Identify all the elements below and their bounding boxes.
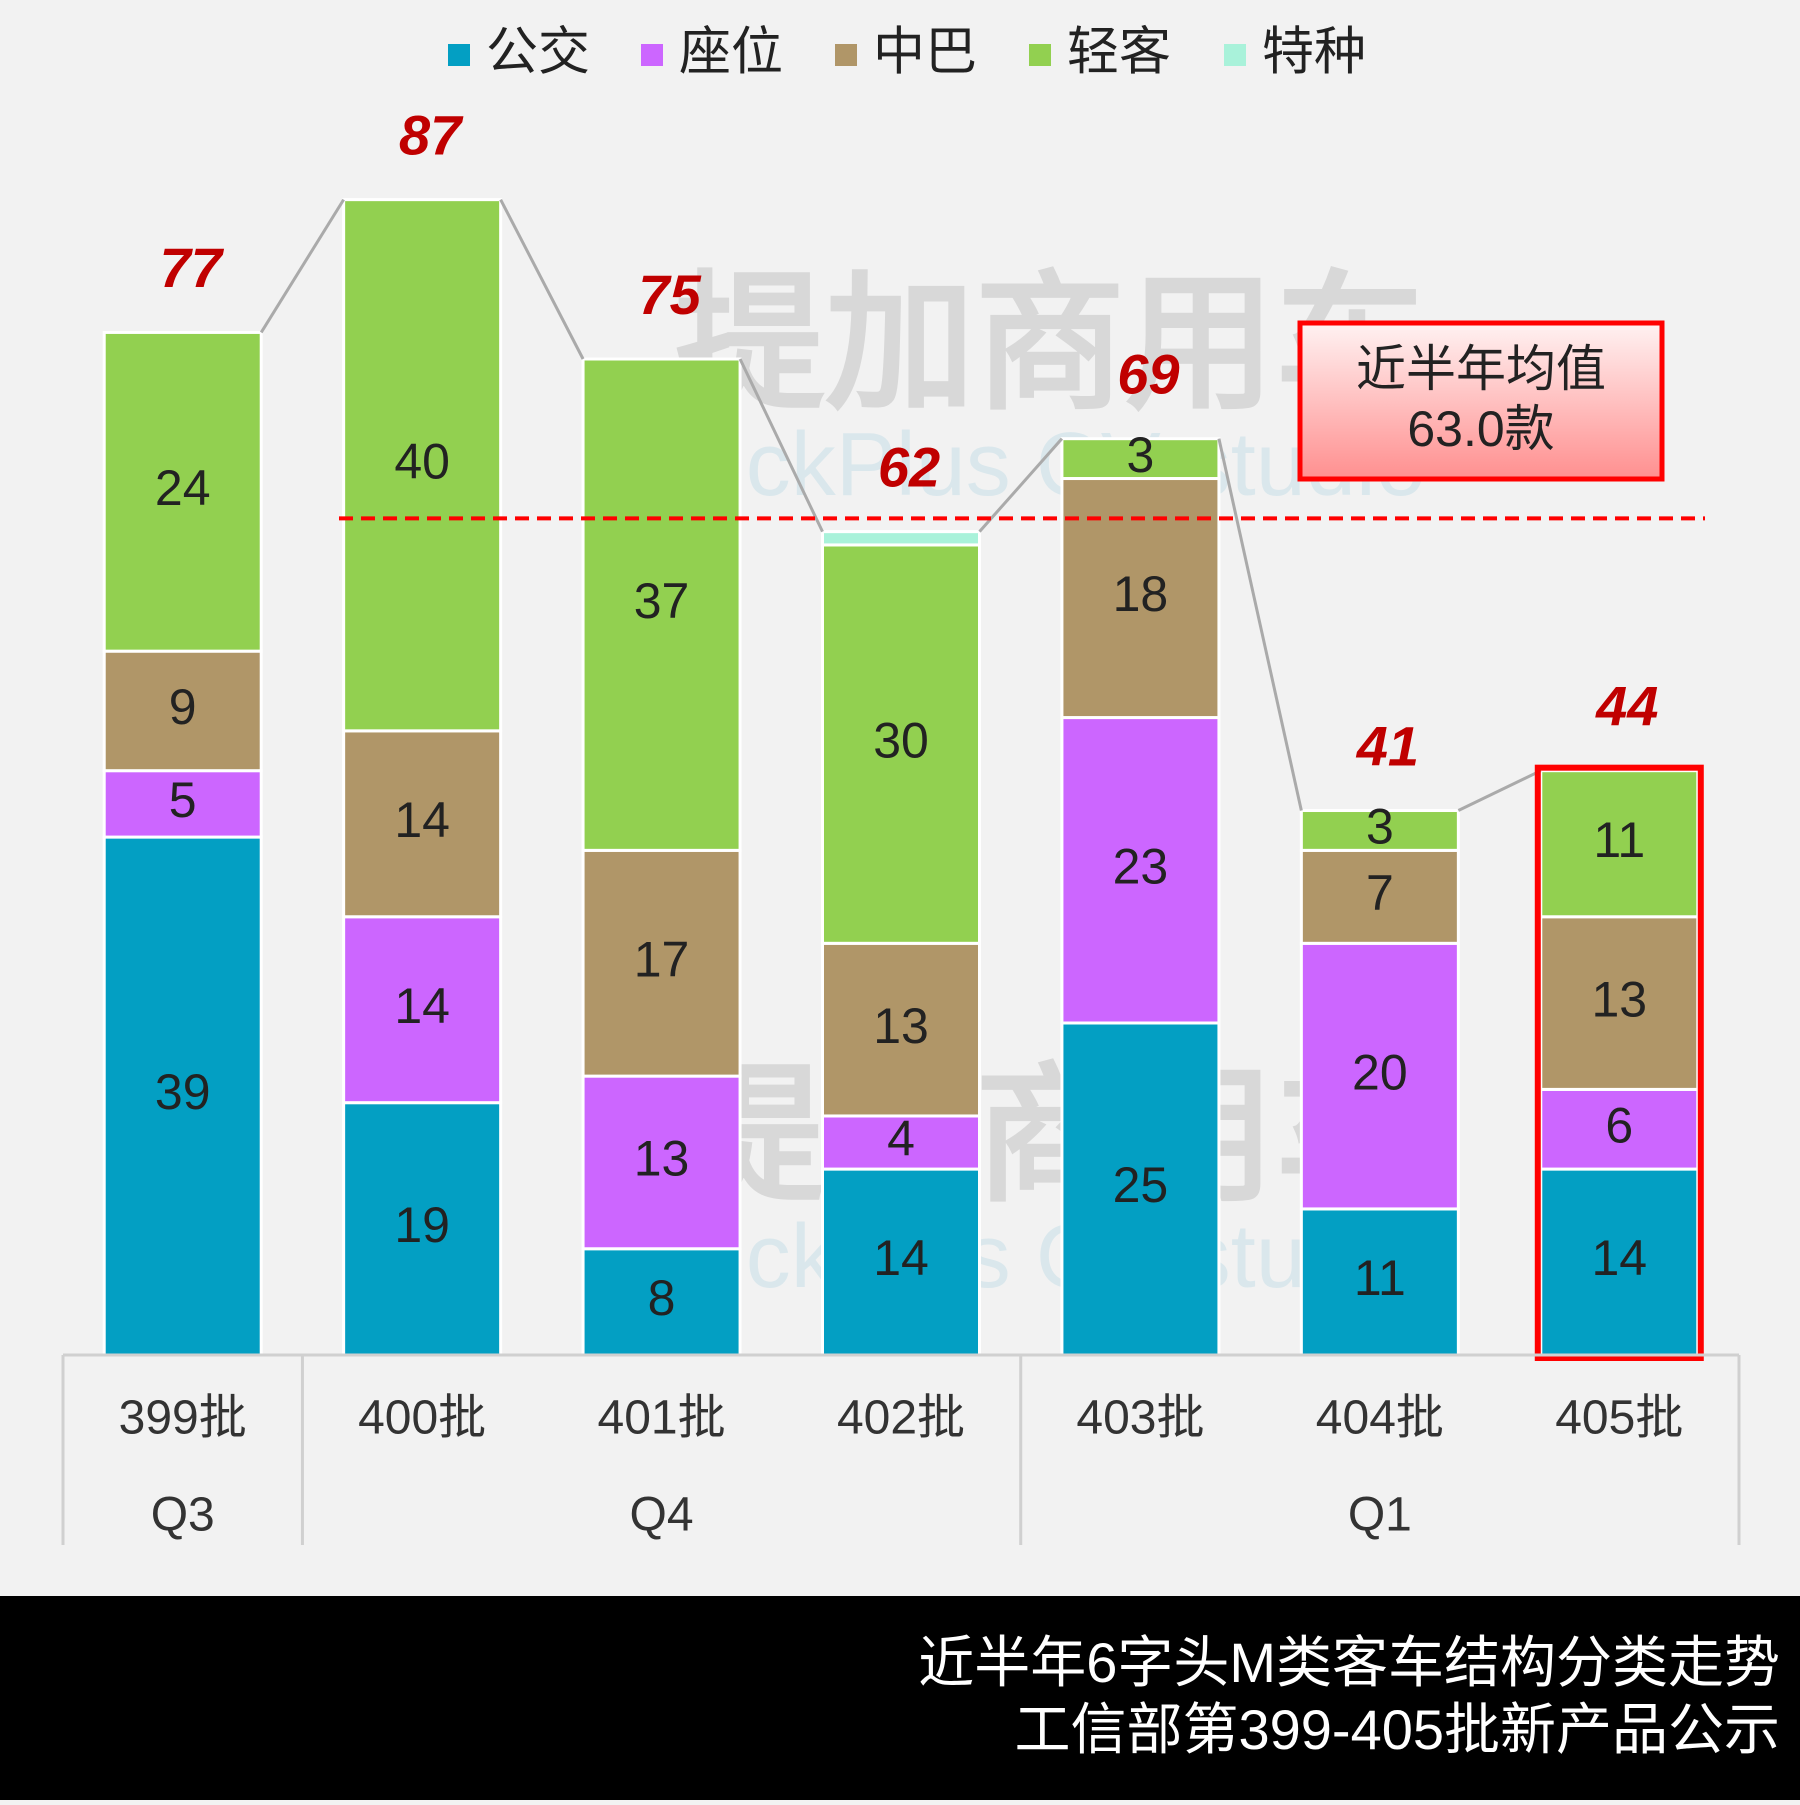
group-label: Q3: [151, 1489, 215, 1542]
total-label: 69: [1117, 342, 1179, 405]
watermark-subtitle: TruckPlus CV studio: [614, 1207, 1426, 1307]
data-label: 25: [1113, 1157, 1169, 1213]
group-label: Q4: [630, 1489, 694, 1542]
bar-segment: [581, 1247, 742, 1357]
data-label: 23: [1113, 838, 1169, 894]
total-label: 87: [399, 103, 464, 166]
connector-line: [259, 198, 345, 334]
x-tick-label: 402批: [837, 1392, 965, 1445]
data-label: 6: [1605, 1097, 1633, 1153]
bar-segment: [581, 1074, 742, 1251]
data-label: 14: [394, 978, 450, 1034]
bar-segment: [102, 330, 263, 653]
data-label: 14: [873, 1230, 929, 1286]
data-label: 19: [394, 1197, 450, 1253]
bar-segment: [1539, 1167, 1700, 1357]
bar-segment: [1299, 809, 1460, 852]
legend-label: 特种: [1262, 24, 1366, 82]
bar-segment: [821, 1114, 981, 1171]
total-label: 62: [878, 435, 940, 498]
data-label: 24: [155, 460, 211, 516]
legend-swatch: [1029, 44, 1051, 66]
bar-segment: [821, 543, 981, 945]
data-label: 40: [394, 433, 450, 489]
bar-segment: [821, 941, 981, 1118]
average-title: 近半年均值: [1356, 341, 1606, 397]
x-tick-label: 403批: [1076, 1392, 1204, 1445]
footer-line: 工信部第399-405批新产品公示: [1014, 1698, 1780, 1761]
data-label: 39: [155, 1064, 211, 1120]
watermark-subtitle: TruckPlus CV studio: [614, 415, 1426, 515]
data-label: 11: [1593, 812, 1645, 868]
connector-line: [499, 198, 585, 360]
bar-segment: [1060, 1021, 1221, 1357]
data-label: 3: [1366, 799, 1394, 855]
bar-segment: [1060, 437, 1221, 481]
highlight-box: [1534, 764, 1704, 1361]
data-label: 14: [1591, 1230, 1647, 1286]
data-label: 37: [634, 573, 690, 629]
data-label: 7: [1366, 865, 1394, 921]
average-box: [1297, 320, 1665, 482]
total-label: 77: [160, 236, 225, 299]
bar-segment: [342, 198, 503, 733]
x-tick-label: 399批: [119, 1392, 247, 1445]
data-label: 9: [169, 679, 197, 735]
data-label: 13: [634, 1131, 690, 1187]
legend-swatch: [641, 44, 663, 66]
data-label: 4: [887, 1111, 915, 1167]
bar-segment: [581, 357, 742, 852]
data-label: 13: [873, 998, 929, 1054]
bar-segment: [821, 1167, 981, 1357]
data-label: 13: [1591, 971, 1647, 1027]
legend-swatch: [1224, 44, 1246, 66]
connector-line: [978, 437, 1064, 533]
connector-line: [1457, 769, 1542, 812]
connector-line: [738, 358, 824, 533]
data-label: 11: [1354, 1250, 1406, 1306]
data-label: 5: [169, 772, 197, 828]
bar-segment: [342, 729, 503, 919]
average-label: 63.0款: [1407, 401, 1554, 457]
bar-segment: [581, 848, 742, 1078]
group-label: Q1: [1348, 1489, 1412, 1542]
x-tick-label: 404批: [1316, 1392, 1444, 1445]
legend-label: 中巴: [873, 24, 977, 82]
legend-label: 轻客: [1067, 24, 1171, 82]
x-tick-label: 400批: [358, 1392, 486, 1445]
legend-label: 座位: [679, 24, 783, 82]
data-label: 17: [634, 931, 690, 987]
connector-line: [1217, 438, 1303, 811]
data-label: 8: [648, 1270, 676, 1326]
data-label: 14: [394, 792, 450, 848]
footer-band: [0, 1596, 1800, 1800]
data-label: 20: [1352, 1044, 1408, 1100]
total-label: 75: [638, 263, 701, 326]
legend-swatch: [835, 44, 857, 66]
bar-segment: [342, 1101, 503, 1357]
x-tick-label: 401批: [598, 1392, 726, 1445]
total-label: 44: [1595, 674, 1658, 737]
data-label: 18: [1113, 566, 1169, 622]
data-label: 30: [873, 712, 929, 768]
bar-segment: [342, 915, 503, 1105]
bar-segment: [821, 530, 981, 547]
total-label: 41: [1356, 714, 1419, 777]
legend-label: 公交: [486, 24, 590, 82]
legend-swatch: [448, 44, 470, 66]
footer-line: 近半年6字头M类客车结构分类走势: [918, 1631, 1780, 1694]
bar-segment: [1299, 848, 1460, 945]
bar-segment: [1060, 716, 1221, 1025]
bar-segment: [1299, 941, 1460, 1211]
data-label: 3: [1127, 427, 1155, 483]
x-tick-label: 405批: [1555, 1392, 1683, 1445]
